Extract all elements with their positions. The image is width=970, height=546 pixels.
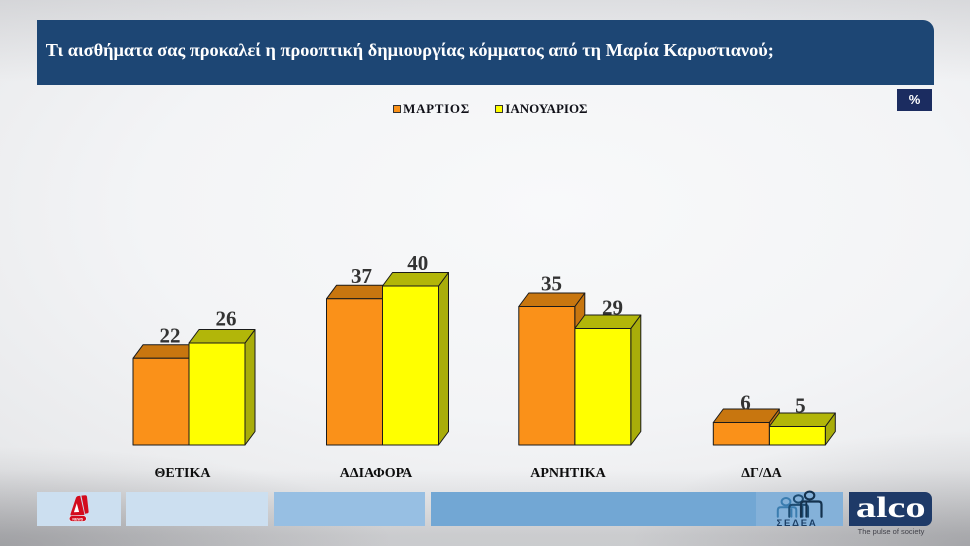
svg-text:26: 26: [216, 307, 237, 331]
svg-text:NEWS: NEWS: [72, 517, 83, 521]
svg-text:37: 37: [351, 264, 372, 288]
svg-text:35: 35: [541, 272, 562, 296]
svg-text:ΣΕΔΕΑ: ΣΕΔΕΑ: [776, 518, 817, 529]
svg-text:29: 29: [602, 296, 623, 320]
svg-text:5: 5: [795, 394, 806, 418]
svg-text:40: 40: [407, 251, 428, 275]
svg-text:22: 22: [160, 323, 181, 347]
svg-text:6: 6: [740, 391, 751, 415]
